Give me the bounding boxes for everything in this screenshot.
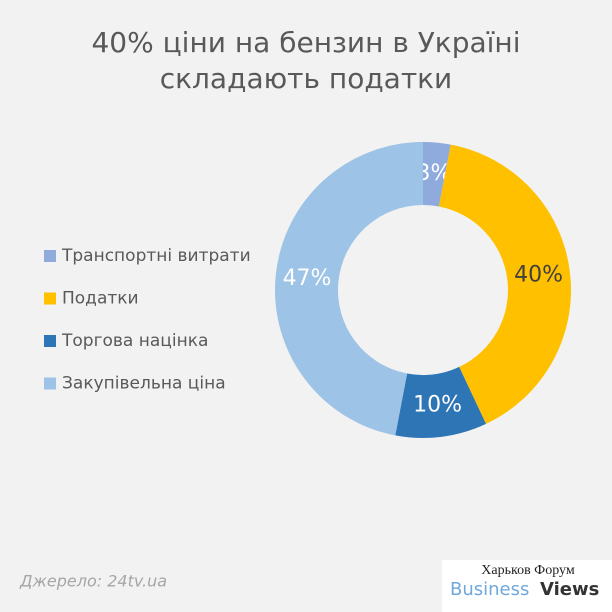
watermark-box bbox=[442, 560, 612, 612]
donut-slice bbox=[275, 142, 423, 436]
legend-label: Податки bbox=[62, 289, 139, 309]
data-label: 47% bbox=[283, 266, 332, 291]
legend-label: Транспортні витрати bbox=[61, 246, 251, 266]
legend-swatch bbox=[44, 292, 56, 305]
watermark: Views bbox=[540, 579, 599, 600]
chart-title: 40% ціни на бензин в Україні bbox=[91, 26, 520, 59]
source: Джерело: 24tv.ua bbox=[19, 572, 167, 591]
donut-slice bbox=[438, 144, 572, 424]
donut-slice bbox=[423, 142, 451, 207]
watermark: Business bbox=[450, 579, 529, 600]
chart-title: складають податки bbox=[160, 62, 453, 95]
legend-swatch bbox=[44, 250, 56, 262]
legend-label: Торгова націнка bbox=[61, 331, 208, 351]
donut-slice bbox=[395, 366, 487, 438]
data-label: 40% bbox=[514, 262, 563, 287]
legend-swatch bbox=[44, 377, 56, 390]
legend-label: Закупівельна ціна bbox=[62, 374, 226, 394]
watermark: Харьков Форум bbox=[481, 563, 575, 578]
data-label: 10% bbox=[413, 393, 462, 418]
legend-swatch bbox=[44, 335, 56, 347]
